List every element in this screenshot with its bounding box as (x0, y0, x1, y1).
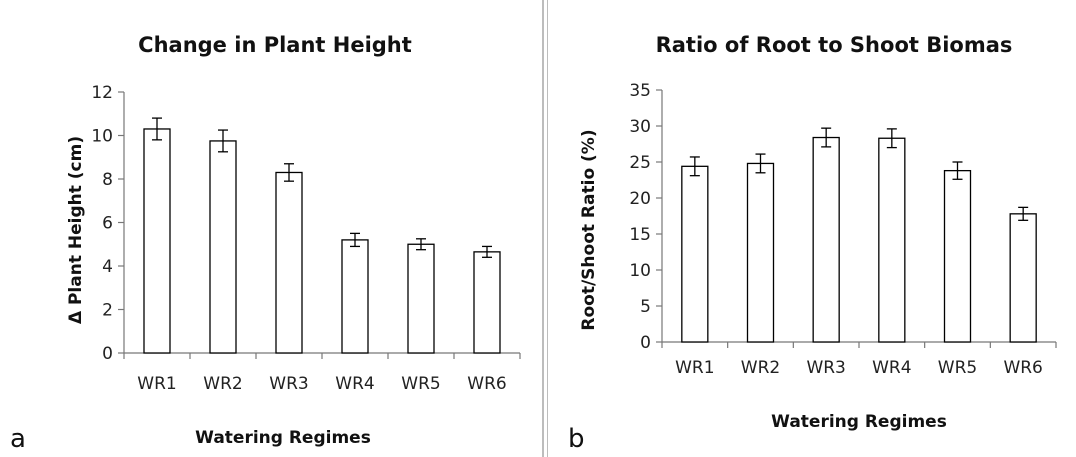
chart-panel-a: Change in Plant Height Δ Plant Height (c… (10, 33, 521, 454)
chart-b-y-tick-label: 25 (629, 153, 651, 173)
chart-a-y-tick-label: 2 (102, 301, 113, 321)
chart-b-y-tick-label: 10 (629, 261, 651, 281)
panel-divider-left (542, 0, 544, 457)
chart-a-y-tick-label: 0 (102, 344, 113, 364)
chart-b-x-axis-label: Watering Regimes (771, 412, 947, 432)
chart-a-x-tick-label: WR1 (137, 374, 176, 394)
chart-b-y-tick-label: 35 (629, 81, 651, 101)
chart-b-y-tick-label: 20 (629, 189, 651, 209)
chart-a-x-tick-label: WR6 (467, 374, 506, 394)
chart-b-x-tick-label: WR3 (806, 358, 845, 378)
chart-a-svg: Change in Plant Height Δ Plant Height (c… (10, 33, 521, 454)
chart-b-x-tick-label: WR2 (741, 358, 780, 378)
chart-a-bar (341, 239, 369, 354)
chart-b-bar (1009, 213, 1037, 343)
chart-b-x-tick-label: WR4 (872, 358, 911, 378)
chart-b-title: Ratio of Root to Shoot Biomas (656, 33, 1013, 57)
chart-b-y-tick-label: 5 (640, 297, 651, 317)
chart-b-bar (878, 137, 906, 343)
chart-b-y-tick-label: 15 (629, 225, 651, 245)
chart-b-svg: Ratio of Root to Shoot Biomas Root/Shoot… (568, 33, 1057, 454)
chart-a-y-axis-label: Δ Plant Height (cm) (66, 136, 86, 324)
chart-a-title: Change in Plant Height (138, 33, 412, 57)
chart-a-bar (275, 171, 303, 354)
chart-b-panel-letter: b (568, 424, 585, 454)
chart-b-x-tick-label: WR1 (675, 358, 714, 378)
chart-b-bar (812, 136, 840, 343)
chart-a-bar (473, 251, 501, 354)
chart-b-bar (746, 162, 775, 343)
chart-b-y-tick-label: 30 (629, 117, 651, 137)
chart-b-x-tick-label: WR6 (1003, 358, 1042, 378)
chart-a-y-tick-label: 4 (102, 257, 113, 277)
chart-a-x-tick-label: WR2 (203, 374, 242, 394)
chart-b-bar (681, 165, 709, 343)
chart-a-y-tick-label: 8 (102, 170, 113, 190)
chart-a-x-tick-label: WR4 (335, 374, 374, 394)
chart-a-y-tick-label: 6 (102, 214, 113, 234)
chart-b-y-tick-label: 0 (640, 333, 651, 353)
chart-a-x-tick-label: WR5 (401, 374, 440, 394)
chart-a-bar (209, 140, 237, 354)
chart-a-panel-letter: a (10, 424, 26, 454)
chart-b-bar (943, 169, 972, 343)
chart-b-x-tick-label: WR5 (938, 358, 977, 378)
chart-a-x-axis-label: Watering Regimes (195, 428, 371, 448)
chart-a-x-tick-label: WR3 (269, 374, 308, 394)
chart-a-y-tick-label: 10 (91, 127, 113, 147)
chart-b-y-axis-label: Root/Shoot Ratio (%) (579, 129, 599, 330)
chart-a-bar (407, 243, 435, 354)
chart-panel-b: Ratio of Root to Shoot Biomas Root/Shoot… (548, 0, 1076, 457)
chart-a-bar (143, 128, 171, 354)
chart-a-y-tick-label: 12 (91, 83, 113, 103)
